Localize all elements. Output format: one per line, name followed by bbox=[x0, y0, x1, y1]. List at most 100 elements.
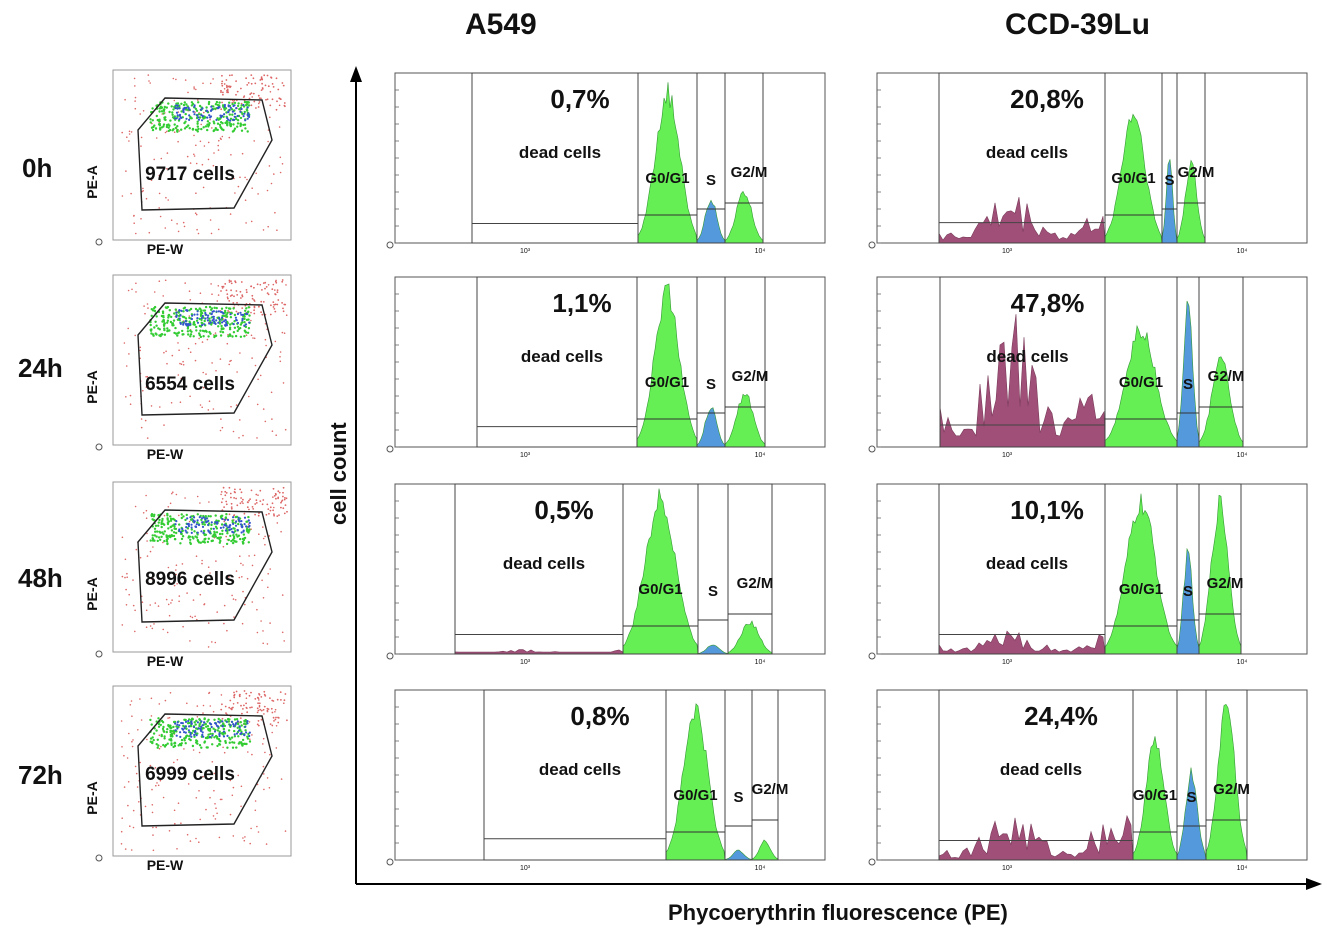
dot-green bbox=[183, 718, 186, 721]
dot-blue bbox=[200, 324, 204, 327]
dot-green bbox=[233, 320, 236, 323]
dot-red bbox=[260, 696, 263, 698]
dot-green bbox=[197, 127, 200, 131]
dot-blue bbox=[175, 311, 178, 314]
dot-blue bbox=[185, 106, 188, 109]
dot-red bbox=[264, 281, 267, 284]
dot-green bbox=[162, 123, 166, 126]
dot-red bbox=[134, 85, 136, 87]
dot-green bbox=[202, 529, 206, 533]
dot-blue bbox=[203, 721, 206, 724]
dot-red bbox=[276, 291, 279, 294]
dot-red bbox=[238, 576, 241, 579]
dot-green bbox=[151, 539, 155, 542]
dot-red bbox=[228, 363, 230, 366]
dot-green bbox=[207, 515, 210, 518]
dot-red bbox=[264, 535, 266, 538]
dot-blue bbox=[193, 733, 196, 737]
dot-red bbox=[182, 221, 185, 224]
dot-red bbox=[141, 601, 144, 603]
dot-red bbox=[278, 126, 281, 128]
dot-red bbox=[179, 401, 182, 404]
dot-red bbox=[244, 603, 246, 606]
dot-red bbox=[228, 85, 231, 88]
dot-blue bbox=[226, 734, 229, 738]
dot-red bbox=[223, 520, 226, 523]
dot-red bbox=[242, 590, 244, 593]
dot-blue bbox=[248, 321, 251, 324]
dot-green bbox=[163, 539, 166, 543]
dot-red bbox=[121, 817, 123, 819]
dot-red bbox=[277, 490, 280, 493]
dot-blue bbox=[193, 725, 196, 729]
dot-green bbox=[245, 527, 249, 531]
dot-red bbox=[151, 627, 154, 630]
dot-red bbox=[232, 703, 235, 705]
dot-green bbox=[240, 321, 243, 324]
dot-green bbox=[177, 331, 181, 334]
dot-red bbox=[223, 88, 226, 90]
dot-blue bbox=[225, 324, 228, 327]
dot-green bbox=[167, 313, 171, 317]
dot-blue bbox=[176, 107, 179, 110]
dot-red bbox=[265, 843, 268, 845]
dot-red bbox=[267, 586, 269, 589]
dot-red bbox=[195, 797, 198, 799]
dot-blue bbox=[178, 724, 181, 727]
dot-red bbox=[224, 494, 227, 497]
g2m-peak bbox=[1176, 159, 1206, 244]
dot-green bbox=[163, 745, 167, 748]
dot-red bbox=[153, 623, 155, 625]
dot-red bbox=[253, 100, 256, 103]
x-tick-label: 10³ bbox=[1002, 452, 1013, 459]
dot-red bbox=[189, 299, 192, 301]
dot-blue bbox=[238, 520, 241, 523]
dot-red bbox=[270, 707, 273, 710]
dot-red bbox=[255, 107, 257, 109]
dot-green bbox=[231, 541, 235, 545]
dot-blue bbox=[176, 114, 179, 117]
dot-green bbox=[181, 315, 185, 318]
x-axis-label: PE-W bbox=[147, 653, 184, 669]
dot-red bbox=[187, 783, 190, 785]
dot-green bbox=[236, 726, 239, 729]
dot-red bbox=[156, 782, 158, 784]
x-axis-label: PE-W bbox=[147, 857, 184, 873]
dot-red bbox=[273, 720, 275, 722]
dot-green bbox=[211, 743, 214, 746]
dot-red bbox=[258, 512, 260, 514]
dot-red bbox=[273, 506, 275, 509]
dot-blue bbox=[235, 107, 238, 110]
dot-green bbox=[185, 513, 188, 517]
dot-green bbox=[167, 316, 170, 319]
dot-red bbox=[254, 503, 257, 505]
dot-red bbox=[263, 690, 266, 693]
dot-blue bbox=[193, 104, 196, 107]
dot-red bbox=[271, 711, 274, 714]
dot-green bbox=[162, 125, 165, 128]
dot-red bbox=[274, 293, 276, 295]
dot-green bbox=[223, 732, 227, 735]
dot-red bbox=[276, 522, 279, 524]
dot-red bbox=[233, 295, 235, 298]
dot-red bbox=[275, 77, 278, 80]
dot-red bbox=[246, 577, 249, 580]
dot-red bbox=[120, 720, 123, 722]
dot-red bbox=[172, 491, 174, 494]
dot-red bbox=[245, 702, 248, 705]
dot-red bbox=[220, 290, 222, 292]
dot-blue bbox=[202, 516, 205, 519]
dot-green bbox=[217, 536, 221, 539]
dot-blue bbox=[229, 724, 232, 727]
dot-green bbox=[169, 525, 172, 529]
dot-green bbox=[167, 527, 170, 530]
dot-green bbox=[203, 330, 206, 333]
dead-cells-label: dead cells bbox=[539, 760, 621, 779]
dot-red bbox=[154, 602, 157, 604]
x-tick-label: 10⁴ bbox=[755, 659, 766, 666]
dot-red bbox=[217, 285, 220, 287]
dot-red bbox=[268, 535, 271, 537]
dot-red bbox=[269, 509, 272, 512]
dot-red bbox=[201, 163, 204, 166]
